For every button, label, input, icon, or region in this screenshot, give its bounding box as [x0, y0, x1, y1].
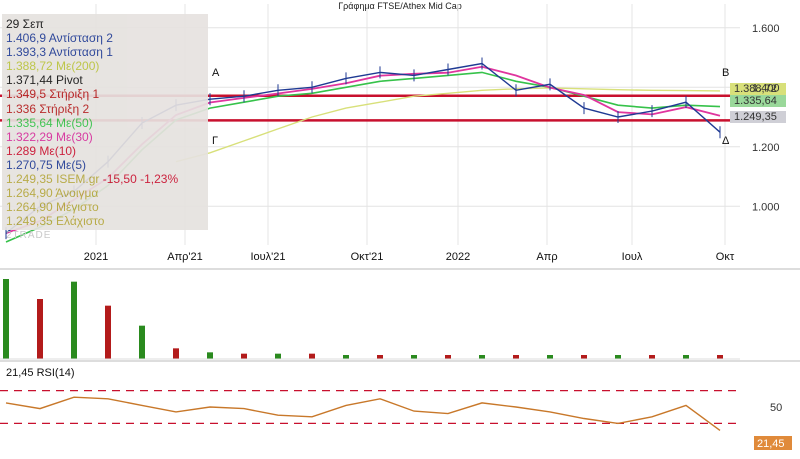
info-panel: 29 Σεπ 1.406,9 Αντίσταση 2 1.393,3 Αντίστ…	[2, 14, 208, 230]
volume-bar	[513, 355, 519, 359]
ma200-line	[175, 87, 721, 163]
x-tick-label: Ιουλ'21	[250, 251, 285, 263]
rsi-tag-bg	[754, 436, 792, 450]
x-tick-label: Οκτ	[716, 251, 735, 263]
price-tag-bg	[730, 83, 786, 95]
info-high: 1.264,90 Μέγιστο	[6, 200, 99, 215]
volume-bar	[241, 353, 247, 359]
price-tag: 1.388,72	[730, 83, 786, 95]
volume-bar	[649, 355, 655, 359]
volume-bar	[105, 305, 111, 359]
volume-pane	[0, 279, 740, 360]
volume-bar	[377, 355, 383, 359]
info-line: 1.322,29 Με(30)	[6, 129, 93, 144]
x-tick-label: 2022	[446, 251, 470, 263]
volume-bar	[581, 355, 587, 359]
volume-bar	[3, 279, 9, 359]
price-tag-bg	[730, 111, 786, 123]
info-line: 1.335,64 Με(50)	[6, 115, 93, 130]
rsi-tag-label: 21,45	[757, 438, 785, 450]
pattern-point-label: Γ	[212, 135, 218, 147]
price-tag: 1.335,64	[730, 95, 786, 107]
x-tick-label: Οκτ'21	[351, 251, 384, 263]
volume-bar	[275, 353, 281, 359]
info-line: 1.289 Με(10)	[6, 143, 77, 158]
info-last-price: 1.249,35	[6, 172, 53, 187]
rsi-label: 21,45 RSI(14)	[6, 367, 74, 379]
volume-bar	[615, 355, 621, 359]
watermark: 2TRADE	[6, 230, 52, 241]
pane-dividers	[0, 268, 800, 362]
info-open: 1.264,90 Άνοιγμα	[6, 186, 99, 201]
price-tag-label: 1.335,64	[734, 95, 777, 107]
info-line: 1.336 Στήριξη 2	[6, 101, 90, 116]
volume-bar	[139, 325, 145, 359]
volume-bar	[411, 355, 417, 359]
price-tag: 1.249,35	[730, 111, 786, 123]
volume-bar	[343, 355, 349, 359]
info-date: 29 Σεπ	[6, 17, 44, 31]
info-line: 1.406,9 Αντίσταση 2	[6, 31, 113, 46]
x-tick-label: Απρ	[536, 251, 557, 263]
x-tick-label: Απρ'21	[167, 251, 203, 263]
info-low: 1.249,35 Ελάχιστο	[6, 214, 105, 229]
rsi-value-tag: 21,45	[754, 436, 792, 450]
y-tick-label: 1.000	[752, 201, 780, 213]
volume-bar	[207, 352, 213, 359]
volume-bar	[445, 355, 451, 359]
info-line: 1.349,5 Στήριξη 1	[6, 87, 100, 102]
volume-bar	[37, 299, 43, 359]
x-tick-label: 2021	[84, 251, 108, 263]
volume-bar	[547, 355, 553, 359]
axes: 2021 Απρ'21 Ιουλ'21 Οκτ'21 2022 Απρ Ιουλ Οκτ	[84, 251, 735, 263]
rsi-line	[5, 396, 721, 431]
info-last-row: 1.249,35 ISEM.gr -15,50 -1,23%	[6, 172, 204, 186]
info-line: 1.388,72 Με(200)	[6, 59, 100, 74]
rsi-level-label: 50	[770, 402, 782, 414]
info-line: 1.270,75 Με(5)	[6, 157, 87, 172]
pattern-point-label: B	[722, 67, 729, 79]
volume-bar	[71, 281, 77, 359]
chart-title: Γράφημα FTSE/Athex Mid Cap	[338, 1, 462, 11]
volume-bar	[173, 348, 179, 359]
info-line: 1.371,44 Pivot	[6, 73, 83, 88]
price-tag-bg	[730, 95, 786, 107]
y-tick-label: 1.400	[752, 82, 780, 94]
x-tick-label: Ιουλ	[622, 251, 643, 263]
info-line: 1.393,3 Αντίσταση 1	[6, 45, 113, 60]
y-tick-label: 1.200	[752, 142, 780, 154]
volume-bar	[717, 355, 723, 359]
rsi-pane: 50 21,45 RSI(14) 21,45	[0, 367, 792, 450]
price-tag-label: 1.388,72	[734, 83, 777, 95]
volume-bar	[683, 355, 689, 359]
info-change: -15,50 -1,23%	[102, 172, 179, 187]
info-source: ISEM.gr	[56, 172, 100, 187]
y-tick-label: 1.600	[752, 23, 780, 35]
pattern-point-label: A	[212, 67, 220, 79]
volume-bar	[479, 355, 485, 359]
pattern-point-label: Δ	[722, 135, 730, 147]
price-tag-label: 1.249,35	[734, 111, 777, 123]
volume-bar	[309, 353, 315, 359]
